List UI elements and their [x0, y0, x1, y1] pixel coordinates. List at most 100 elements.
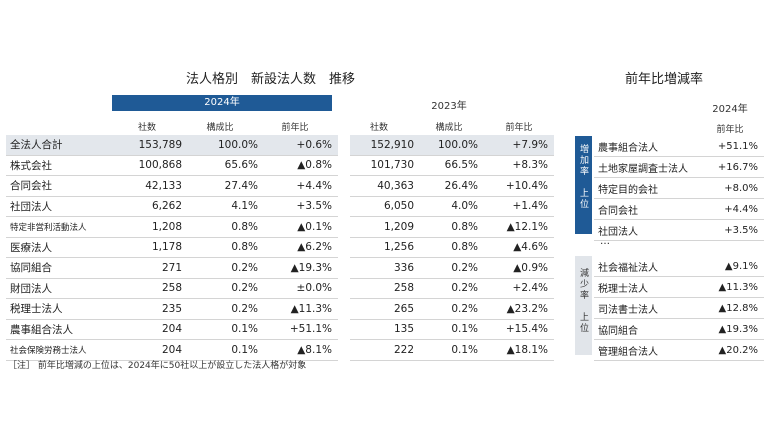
yoy-2024: +3.5% [264, 196, 338, 217]
decrease-tag: 減少率 上位 [575, 256, 592, 355]
column-gap [338, 339, 350, 360]
yoy-2024: ▲11.3% [264, 298, 338, 320]
list-item: 管理組合法人 ▲20.2% [594, 339, 764, 361]
yoy-2023: +7.9% [484, 135, 554, 156]
list-item: 農事組合法人 +51.1% [594, 136, 764, 157]
yoy-2024: ±0.0% [264, 278, 338, 299]
col-header-yoy-2024: 前年比 [281, 123, 309, 133]
item-name: 土地家屋調査士法人 [594, 156, 706, 178]
count-2023: 101,730 [350, 155, 420, 176]
list-item: 特定目的会社 +8.0% [594, 177, 764, 199]
ratio-2024: 0.1% [188, 319, 264, 340]
row-name: 医療法人 [6, 237, 112, 258]
yoy-2024: +51.1% [264, 319, 338, 340]
column-gap [338, 216, 350, 237]
yoy-2023: +8.3% [484, 155, 554, 176]
list-item: 司法書士法人 ▲12.8% [594, 297, 764, 319]
ratio-2023: 66.5% [420, 155, 484, 176]
item-name: 司法書士法人 [594, 297, 706, 319]
count-2023: 1,209 [350, 216, 420, 238]
col-header-count-2023: 社数 [369, 123, 388, 133]
ratio-2023: 4.0% [420, 196, 484, 217]
row-name: 農事組合法人 [6, 319, 112, 340]
ratio-2023: 0.8% [420, 237, 484, 258]
yoy-2024: +0.6% [264, 135, 338, 156]
item-name: 社団法人 [594, 219, 706, 241]
count-2024: 271 [112, 257, 188, 279]
column-gap [338, 237, 350, 258]
list-item: 土地家屋調査士法人 +16.7% [594, 156, 764, 178]
item-value: +51.1% [706, 136, 764, 157]
yoy-2023: ▲12.1% [484, 216, 554, 238]
ratio-2024: 0.8% [188, 216, 264, 238]
table-row: 合同会社 42,133 27.4% +4.4% 40,363 26.4% +10.4% [6, 175, 554, 197]
yoy-2024: ▲0.8% [264, 155, 338, 176]
list-item: 税理士法人 ▲11.3% [594, 276, 764, 298]
ratio-2024: 0.1% [188, 339, 264, 361]
column-gap [338, 298, 350, 319]
item-value: +3.5% [706, 219, 764, 241]
list-item: 協同組合 ▲19.3% [594, 318, 764, 340]
ratio-2023: 100.0% [420, 135, 484, 156]
right-year-label: 2024年 [712, 104, 748, 115]
year-2023-label: 2023年 [431, 101, 467, 112]
yoy-2024: ▲19.3% [264, 257, 338, 279]
count-2024: 1,208 [112, 216, 188, 238]
ratio-2023: 0.1% [420, 319, 484, 340]
ratio-2024: 0.2% [188, 278, 264, 299]
count-2023: 222 [350, 339, 420, 361]
item-value: ▲20.2% [706, 339, 764, 361]
right-col-header: 前年比 [716, 125, 744, 135]
count-2024: 204 [112, 319, 188, 340]
item-value: ▲9.1% [706, 256, 764, 277]
year-2024-bar: 2024年 [112, 95, 332, 111]
yoy-2023: ▲18.1% [484, 339, 554, 361]
row-name: 社会保険労務士法人 [6, 339, 112, 361]
list-item: 合同会社 +4.4% [594, 198, 764, 220]
item-value: ▲11.3% [706, 276, 764, 298]
list-item: 社団法人 +3.5% [594, 219, 764, 241]
item-value: +4.4% [706, 198, 764, 220]
table-row: 社団法人 6,262 4.1% +3.5% 6,050 4.0% +1.4% [6, 196, 554, 217]
row-name: 協同組合 [6, 257, 112, 279]
table-row: 財団法人 258 0.2% ±0.0% 258 0.2% +2.4% [6, 278, 554, 299]
count-2023: 6,050 [350, 196, 420, 217]
increase-table: 農事組合法人 +51.1% 土地家屋調査士法人 +16.7% 特定目的会社 +8.0% 合同… [594, 136, 764, 241]
table-row: 農事組合法人 204 0.1% +51.1% 135 0.1% +15.4% [6, 319, 554, 340]
ratio-2024: 100.0% [188, 135, 264, 156]
count-2024: 258 [112, 278, 188, 299]
yoy-2023: ▲0.9% [484, 257, 554, 279]
count-2023: 336 [350, 257, 420, 279]
count-2023: 1,256 [350, 237, 420, 258]
row-name: 税理士法人 [6, 298, 112, 320]
main-title: 法人格別 新設法人数 推移 [186, 72, 356, 87]
count-2023: 40,363 [350, 175, 420, 197]
ratio-2024: 4.1% [188, 196, 264, 217]
yoy-2024: ▲8.1% [264, 339, 338, 361]
row-name: 社団法人 [6, 196, 112, 217]
ratio-2023: 0.2% [420, 278, 484, 299]
yoy-2024: ▲6.2% [264, 237, 338, 258]
item-value: +8.0% [706, 177, 764, 199]
col-header-count-2024: 社数 [137, 123, 156, 133]
footnote: ［注］ 前年比増減の上位は、2024年に50社以上が設立した法人格が対象 [8, 361, 307, 371]
table-row: 株式会社 100,868 65.6% ▲0.8% 101,730 66.5% +8.3% [6, 155, 554, 176]
item-name: 社会福祉法人 [594, 256, 706, 277]
ellipsis: … [600, 236, 610, 247]
count-2024: 42,133 [112, 175, 188, 197]
count-2024: 1,178 [112, 237, 188, 258]
column-gap [338, 175, 350, 196]
item-name: 管理組合法人 [594, 339, 706, 361]
increase-tag: 増加率 上位 [575, 136, 592, 234]
table-row: 税理士法人 235 0.2% ▲11.3% 265 0.2% ▲23.2% [6, 298, 554, 320]
table-row: 医療法人 1,178 0.8% ▲6.2% 1,256 0.8% ▲4.6% [6, 237, 554, 258]
column-gap [338, 278, 350, 299]
item-name: 合同会社 [594, 198, 706, 220]
count-2023: 265 [350, 298, 420, 320]
item-name: 協同組合 [594, 318, 706, 340]
yoy-2023: ▲4.6% [484, 237, 554, 258]
count-2023: 258 [350, 278, 420, 299]
ratio-2023: 26.4% [420, 175, 484, 197]
right-title: 前年比増減率 [625, 72, 704, 87]
count-2024: 153,789 [112, 135, 188, 156]
